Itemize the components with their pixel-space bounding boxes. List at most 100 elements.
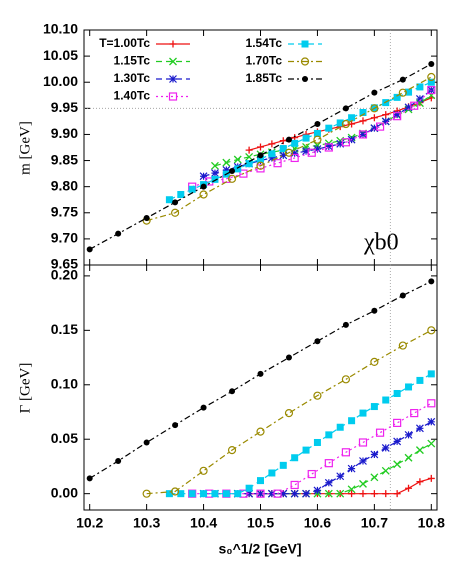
marker (410, 408, 419, 418)
marker (325, 124, 333, 132)
marker (428, 60, 435, 67)
marker (359, 457, 367, 465)
legend-label: 1.70Tc (246, 54, 283, 68)
marker (324, 489, 333, 498)
marker (347, 485, 356, 494)
marker (370, 490, 378, 498)
marker (341, 138, 351, 147)
marker (257, 370, 264, 377)
marker (210, 161, 219, 170)
legend-marker (302, 76, 308, 82)
marker (267, 489, 276, 498)
marker (370, 114, 378, 122)
marker (313, 391, 322, 400)
marker (245, 484, 253, 492)
marker (279, 151, 288, 160)
marker (410, 101, 419, 110)
marker (165, 196, 173, 204)
marker (284, 408, 294, 418)
marker (324, 478, 333, 487)
legend-label: 1.40Tc (114, 89, 151, 103)
marker (199, 466, 208, 475)
x-tick-label: 10.7 (361, 515, 388, 531)
marker (336, 472, 345, 481)
marker (234, 490, 242, 498)
marker (86, 475, 93, 482)
y-tick-label: 0.15 (51, 321, 78, 337)
marker (200, 490, 208, 498)
legend-item: 1.70Tc (246, 54, 322, 68)
marker (336, 139, 345, 148)
marker (359, 130, 367, 139)
marker (336, 423, 344, 431)
marker (399, 76, 406, 83)
marker (177, 490, 185, 498)
marker (279, 145, 287, 153)
marker (291, 454, 299, 462)
marker (404, 430, 413, 439)
marker (222, 166, 231, 174)
series-line (203, 421, 432, 495)
marker (273, 489, 282, 498)
marker (381, 444, 390, 452)
marker (371, 89, 378, 96)
marker (416, 478, 424, 486)
marker (143, 439, 150, 446)
marker (398, 341, 407, 350)
marker (313, 141, 322, 150)
marker (200, 183, 207, 190)
marker (359, 109, 367, 117)
marker (381, 117, 390, 126)
marker (285, 354, 292, 361)
marker (227, 174, 237, 183)
marker (233, 155, 242, 164)
marker (222, 490, 230, 498)
legend-item: 1.54Tc (246, 36, 322, 50)
marker (427, 85, 436, 95)
marker (382, 490, 390, 498)
legend-marker (169, 75, 177, 83)
marker (415, 446, 424, 455)
series-line (192, 89, 432, 188)
marker (239, 169, 248, 178)
marker (245, 160, 253, 168)
marker (290, 489, 299, 498)
y-axis-label: Γ [GeV] (17, 363, 33, 414)
marker (256, 161, 265, 170)
marker (227, 446, 237, 455)
y-tick-label: 0.20 (51, 267, 78, 283)
marker (245, 152, 254, 161)
marker (427, 370, 435, 378)
marker (371, 307, 378, 314)
legend-marker (169, 40, 177, 48)
marker (302, 489, 310, 498)
y-tick-label: 9.85 (51, 151, 78, 167)
marker (314, 121, 321, 127)
marker (234, 165, 242, 173)
marker (427, 439, 436, 448)
y-tick-label: 9.95 (51, 99, 78, 115)
marker (177, 191, 185, 198)
legend-marker (168, 92, 178, 101)
marker (211, 175, 219, 183)
marker (348, 114, 356, 122)
marker (86, 246, 93, 253)
marker (370, 124, 379, 133)
marker (313, 486, 322, 495)
marker (291, 139, 299, 147)
legend-item: 1.15Tc (114, 54, 190, 68)
series-line (89, 280, 432, 479)
marker (427, 78, 435, 86)
x-tick-label: 10.4 (190, 515, 217, 531)
y-tick-label: 9.80 (51, 177, 78, 193)
y-tick-label: 9.70 (51, 230, 78, 246)
marker (341, 119, 351, 129)
marker (307, 469, 316, 479)
marker (336, 489, 345, 498)
marker (405, 88, 413, 96)
marker (284, 148, 294, 157)
marker (313, 145, 322, 153)
marker (307, 148, 316, 157)
marker (382, 111, 390, 119)
legend-label: 1.30Tc (114, 71, 151, 85)
